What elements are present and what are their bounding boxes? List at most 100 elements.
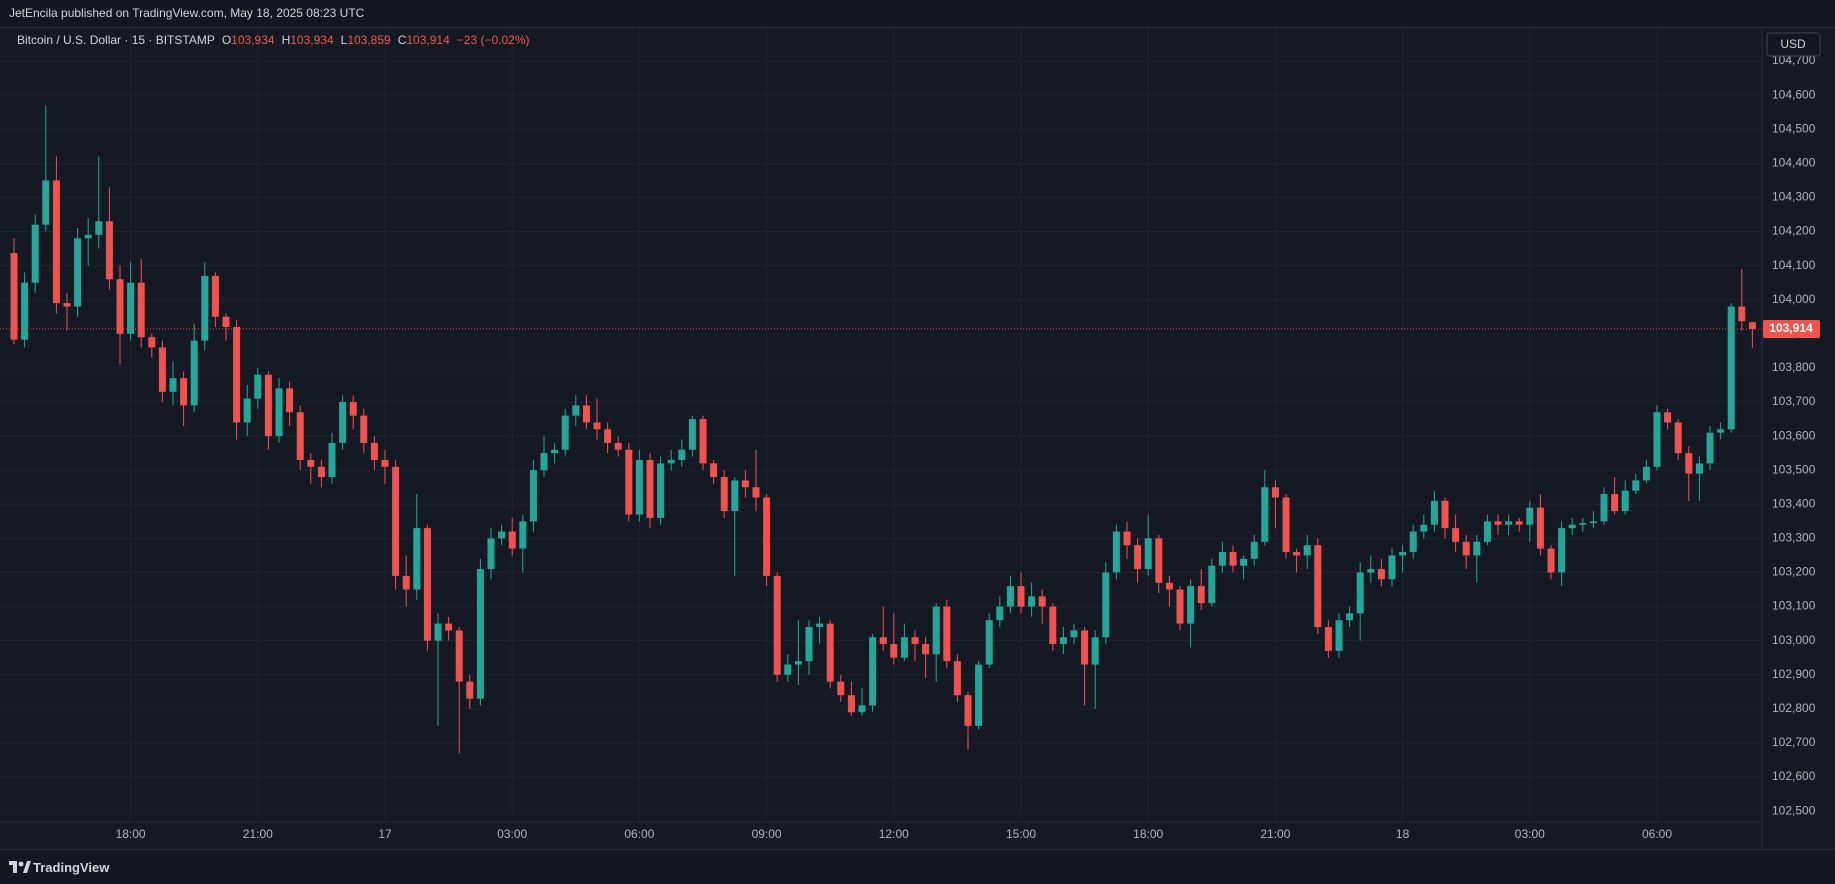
candle-body (190, 340, 198, 406)
symbol[interactable]: Bitcoin / U.S. Dollar · 15 · BITSTAMP (17, 33, 215, 47)
candle-body (1112, 531, 1120, 573)
x-tick-label: 06:00 (624, 827, 654, 841)
candle-body (529, 470, 537, 522)
y-tick-label: 104,000 (1772, 292, 1816, 306)
candle-body (816, 623, 824, 628)
top-bar: JetEncila published on TradingView.com, … (0, 0, 1835, 28)
candle-body (339, 402, 347, 443)
candle-body (953, 661, 961, 696)
candle-body (540, 453, 548, 471)
candle-body (1558, 528, 1566, 573)
brand-logo (9, 861, 31, 873)
candle-body (307, 459, 315, 467)
candle-body (264, 374, 272, 437)
candle-body (317, 466, 325, 478)
candle-body (1717, 429, 1725, 433)
candle-body (975, 664, 983, 726)
candle-body (1727, 306, 1735, 430)
candle-body (254, 374, 262, 399)
candle-body (137, 282, 145, 338)
candle-body (731, 480, 739, 512)
candle-body (922, 644, 930, 655)
candle-body (1473, 541, 1481, 556)
candle-body (1356, 572, 1364, 614)
candle-body (1611, 494, 1619, 512)
candle-body (1303, 545, 1311, 556)
candle-body (1176, 589, 1184, 624)
x-tick-label: 03:00 (1515, 827, 1545, 841)
candle-body (455, 630, 463, 682)
last-price-tag (1763, 320, 1820, 339)
candle-body (10, 253, 18, 340)
last-price-label: 103,914 (1769, 321, 1813, 335)
candle-body (784, 664, 792, 675)
y-tick-label: 103,100 (1772, 599, 1816, 613)
candle-body (1642, 466, 1650, 481)
candle-body (572, 405, 580, 416)
currency-box (1766, 32, 1821, 57)
candle-body (466, 681, 474, 699)
candle-body (1695, 463, 1703, 474)
candle-body (678, 449, 686, 460)
candle-body (413, 528, 421, 590)
candle-body (1526, 507, 1534, 525)
candle-body (1632, 480, 1640, 491)
candle-body (932, 606, 940, 655)
grid (0, 28, 1762, 822)
candle-body (1547, 548, 1555, 573)
candle-body (646, 459, 654, 518)
candle-body (1240, 558, 1248, 566)
candle-body (1462, 541, 1470, 556)
x-tick-label: 17 (378, 827, 392, 841)
x-tick-label: 21:00 (243, 827, 273, 841)
candle-body (1134, 545, 1142, 570)
y-tick-label: 103,400 (1772, 496, 1816, 510)
candle-body (1568, 524, 1576, 529)
y-tick-label: 103,200 (1772, 565, 1816, 579)
candle-body (328, 442, 336, 478)
candle-body (1589, 521, 1597, 524)
candle-body (1091, 637, 1099, 665)
ohlc-label: L (340, 33, 348, 47)
candle-body (105, 221, 113, 280)
candle-body (1664, 412, 1672, 423)
x-tick-label: 18:00 (1133, 827, 1163, 841)
candle-body (1081, 630, 1089, 665)
y-tick-label: 104,200 (1772, 224, 1816, 238)
candle-body (1017, 586, 1025, 607)
candle-body (869, 637, 877, 706)
candle-body (508, 531, 516, 549)
candle-body (582, 405, 590, 423)
candle-body (1006, 586, 1014, 607)
candle-body (169, 378, 177, 392)
candle-body (349, 402, 357, 416)
candle-body (1515, 521, 1523, 525)
y-tick-label: 104,700 (1772, 53, 1816, 67)
x-tick-label: 15:00 (1006, 827, 1036, 841)
candle-body (1155, 538, 1163, 583)
candle-body (42, 180, 50, 225)
y-tick-label: 104,100 (1772, 258, 1816, 272)
candle-body (667, 459, 675, 464)
candle-body (1346, 613, 1354, 621)
candle-body (1059, 637, 1067, 645)
candle-body (1218, 552, 1226, 566)
candle-body (1293, 552, 1301, 556)
ohlc-values: O103,934 H103,934 L103,859 C103,914 (215, 33, 450, 47)
x-tick-label: 18:00 (116, 827, 146, 841)
candle-body (423, 528, 431, 641)
brand-name[interactable]: TradingView (33, 860, 110, 875)
candle-body (1070, 630, 1078, 638)
candle-body (657, 463, 665, 518)
candle-body (604, 429, 612, 443)
x-tick-label: 09:00 (752, 827, 782, 841)
y-tick-label: 103,800 (1772, 360, 1816, 374)
y-tick-label: 103,600 (1772, 428, 1816, 442)
candle-body (593, 422, 601, 430)
candle-body (1377, 569, 1385, 580)
candle-body (360, 415, 368, 443)
candle-body (1208, 565, 1216, 604)
candle-body (31, 224, 39, 283)
x-tick-label: 18 (1396, 827, 1410, 841)
